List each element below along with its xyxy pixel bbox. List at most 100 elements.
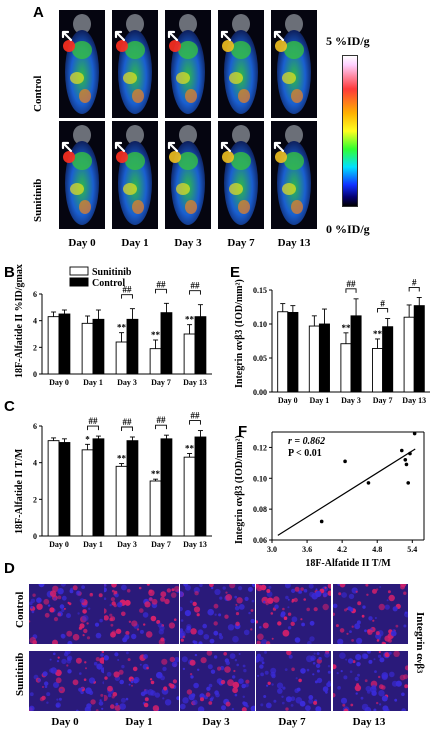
ihc-signal <box>382 705 389 711</box>
ihc-signal <box>180 591 184 598</box>
ihc-signal <box>399 674 406 681</box>
ihc-signal <box>58 697 62 701</box>
ihc-signal <box>159 625 165 631</box>
ihc-signal <box>210 669 216 674</box>
mouse-head <box>232 125 250 145</box>
ihc-signal <box>294 637 301 643</box>
ihc-signal <box>196 613 200 617</box>
y-tick-label: 0.06 <box>253 536 267 545</box>
organ-signal <box>132 89 144 103</box>
ihc-signal <box>61 595 67 601</box>
organ-signal <box>70 72 84 84</box>
ihc-signal <box>193 682 199 689</box>
legend-swatch-control <box>69 277 89 287</box>
ihc-image <box>104 584 179 644</box>
ihc-signal <box>180 703 186 710</box>
ihc-signal <box>378 675 381 679</box>
organ-signal <box>72 152 92 170</box>
ihc-signal <box>44 612 50 618</box>
ihc-signal <box>263 600 266 604</box>
ihc-signal <box>404 665 408 671</box>
data-point <box>408 451 412 456</box>
tumor-signal <box>275 151 287 163</box>
ihc-signal <box>143 654 148 659</box>
ihc-signal <box>189 673 193 676</box>
y-tick-label: 2 <box>33 495 37 504</box>
ihc-signal <box>110 597 115 602</box>
ihc-signal <box>271 683 274 686</box>
ihc-signal <box>316 677 323 684</box>
ihc-signal <box>333 693 336 698</box>
ihc-signal <box>326 682 331 688</box>
ihc-signal <box>57 595 62 600</box>
pet-image <box>165 121 211 229</box>
pet-image <box>271 121 317 229</box>
ihc-signal <box>173 618 177 621</box>
ihc-signal <box>215 692 220 698</box>
organ-signal <box>282 72 296 84</box>
ihc-signal <box>400 584 405 590</box>
ihc-signal <box>234 693 238 697</box>
ihc-signal <box>256 584 263 592</box>
ihc-signal <box>176 696 179 701</box>
ihc-signal <box>381 685 386 690</box>
y-tick-label: 6 <box>33 290 37 299</box>
ihc-signal <box>300 587 304 591</box>
ihc-image <box>29 584 104 644</box>
ihc-signal <box>85 667 87 670</box>
ihc-signal <box>67 640 73 644</box>
ihc-signal <box>202 623 207 629</box>
ihc-signal <box>256 653 261 658</box>
ihc-signal <box>79 598 85 603</box>
ihc-signal <box>115 628 122 634</box>
ihc-signal <box>96 663 103 670</box>
ihc-signal <box>60 633 65 638</box>
data-point <box>406 481 411 485</box>
pet-day-label: Day 0 <box>68 237 96 249</box>
ihc-signal <box>160 637 165 642</box>
ihc-signal <box>256 656 260 663</box>
ihc-signal <box>351 639 354 642</box>
ihc-signal <box>315 663 321 668</box>
ihc-signal <box>376 639 380 642</box>
ihc-signal <box>282 686 286 690</box>
ihc-signal <box>98 701 104 706</box>
ihc-signal <box>171 588 175 592</box>
ihc-signal <box>160 675 165 681</box>
ihc-signal <box>174 656 179 663</box>
ihc-signal <box>267 681 271 685</box>
ihc-signal <box>271 673 276 679</box>
ihc-signal <box>354 623 361 630</box>
ihc-signal <box>194 653 198 657</box>
ihc-signal <box>64 652 69 657</box>
ihc-signal <box>186 689 193 695</box>
ihc-signal <box>152 705 160 711</box>
ihc-signal <box>172 679 177 684</box>
ihc-signal <box>393 651 400 657</box>
ihc-signal <box>260 703 264 707</box>
tumor-arrow-icon <box>167 141 179 153</box>
ihc-signal <box>209 584 214 588</box>
ihc-signal <box>305 705 311 711</box>
significance-bracket <box>155 424 167 430</box>
ihc-signal <box>161 658 168 665</box>
ihc-signal <box>333 603 338 609</box>
ihc-signal <box>222 586 226 590</box>
ihc-signal <box>111 584 117 588</box>
ihc-signal <box>60 688 63 691</box>
significance-hash: # <box>412 277 417 287</box>
organ-signal <box>238 89 250 103</box>
ihc-signal <box>291 667 295 672</box>
ihc-signal <box>46 692 51 697</box>
ihc-signal <box>207 608 214 616</box>
data-point <box>319 519 324 524</box>
ihc-signal <box>234 595 238 599</box>
x-tick-label: Day 1 <box>310 396 330 405</box>
ihc-signal <box>395 624 399 628</box>
ihc-signal <box>192 699 198 705</box>
ihc-signal <box>124 599 131 606</box>
ihc-signal <box>349 670 353 673</box>
ihc-signal <box>94 622 100 627</box>
organ-signal <box>291 89 303 103</box>
